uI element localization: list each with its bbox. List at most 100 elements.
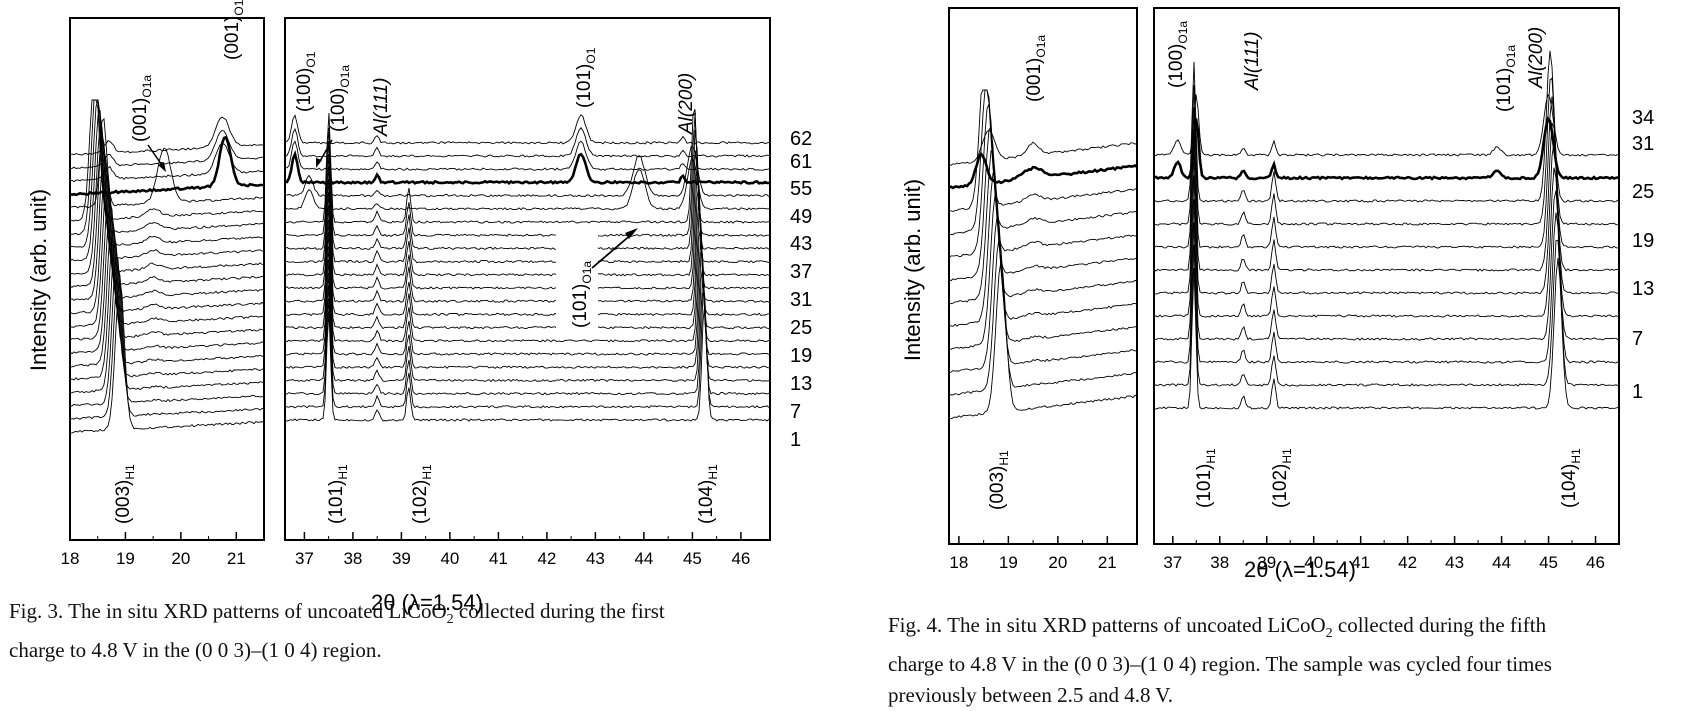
fig3-right-trace: [284, 302, 770, 422]
fig3-x-axis-label: 2θ (λ=1.54): [371, 590, 483, 615]
fig3-left-trace: [69, 130, 265, 170]
fig3-right-tick-label: 37: [295, 549, 314, 568]
figure-4: 18 19 20 21 37 38 39 40 41 42 43 44 45 46 3431251913…: [900, 7, 1654, 582]
fig3-left-trace: [69, 279, 265, 434]
fig3-label-101-H1: (101)H1: [326, 464, 350, 524]
fig3-trace-label: 55: [790, 178, 812, 200]
fig4-left-trace: [948, 172, 1138, 328]
fig4-caption-line3: previously between 2.5 and 4.8 V.: [888, 683, 1174, 708]
fig3-right-panel-frame: [284, 17, 771, 541]
fig3-right-trace: [284, 252, 770, 369]
fig3-caption: Fig. 3. The in situ XRD patterns of unco…: [9, 596, 809, 666]
fig3-label-104-H1: (104)H1: [696, 464, 720, 524]
fig4-x-axis-label: 2θ (λ=1.54): [1244, 557, 1356, 582]
fig4-right-trace: [1153, 116, 1619, 181]
fig3-right-tick-label: 44: [634, 549, 653, 568]
fig3-right-tick-label: 40: [440, 549, 459, 568]
fig4-label-al111: Al(111): [1242, 32, 1263, 91]
fig3-trace-label: 25: [790, 317, 812, 339]
fig3-left-tick-label: 21: [227, 549, 246, 568]
fig3-trace-label: 49: [790, 206, 812, 228]
fig3-right-trace: [284, 170, 770, 290]
fig3-left-panel-frame: [69, 17, 265, 541]
fig4-caption-line1: Fig. 4. The in situ XRD patterns of unco…: [888, 610, 1678, 649]
fig4-label-102-H1: (102)H1: [1270, 448, 1294, 508]
fig4-right-tick-label: 46: [1586, 553, 1605, 572]
fig3-left-trace: [69, 143, 265, 183]
fig3-label-100-O1: (100)O1: [294, 51, 318, 112]
fig3-left-tick-label: 18: [61, 549, 80, 568]
fig3-caption-line1: Fig. 3. The in situ XRD patterns of unco…: [9, 596, 809, 635]
fig4-left-trace: [948, 238, 1138, 397]
fig4-left-trace: [948, 261, 1138, 420]
fig3-arrowhead-001-O1a: [158, 162, 166, 172]
fig3-left-trace: [69, 189, 265, 341]
fig4-left-trace: [948, 150, 1138, 305]
fig4-left-trace: [948, 103, 1138, 259]
fig3-right-trace: [284, 126, 770, 158]
fig3-trace-label: 43: [790, 233, 812, 255]
fig3-right-trace: [284, 159, 770, 211]
fig3-right-tick-label: 42: [537, 549, 556, 568]
fig3-caption-line1-sub: 2: [446, 612, 454, 628]
fig4-right-tick-label: 45: [1539, 553, 1558, 572]
fig4-trace-label: 7: [1632, 328, 1643, 350]
fig4-trace-label: 34: [1632, 107, 1654, 129]
fig3-label-102-H1: (102)H1: [410, 464, 434, 524]
fig4-caption-line1-a: Fig. 4. The in situ XRD patterns of unco…: [888, 613, 1326, 637]
fig4-left-trace: [948, 129, 1138, 166]
fig3-right-trace: [284, 109, 770, 224]
fig3-caption-line2: charge to 4.8 V in the (0 0 3)–(1 0 4) r…: [9, 638, 382, 663]
fig4-right-tick-label: 42: [1398, 553, 1417, 572]
fig3-trace-label: 37: [790, 261, 812, 283]
fig4-right-trace: [1153, 122, 1619, 272]
fig3-label-100-O1a: (100)O1a: [328, 65, 352, 132]
fig3-right-trace: [284, 154, 770, 277]
fig3-right-trace: [284, 292, 770, 409]
fig4-left-trace: [949, 89, 1138, 236]
fig4-caption-line1-b: collected during the fifth: [1332, 613, 1547, 637]
fig3-right-traces: [284, 109, 770, 422]
fig3-right-trace: [284, 130, 770, 251]
fig3-arrowhead-100-O1a: [316, 158, 322, 168]
fig3-trace-label: 13: [790, 373, 812, 395]
fig3-left-tick-label: 19: [116, 549, 135, 568]
fig3-label-al111: Al(111): [371, 78, 392, 137]
fig3-right-trace: [284, 212, 770, 330]
fig3-trace-label: 7: [790, 401, 801, 423]
fig3-left-trace: [69, 254, 264, 408]
fig3-right-tick-label: 41: [489, 549, 508, 568]
fig4-label-101-O1a: (101)O1a: [1494, 45, 1518, 112]
fig4-right-trace: [1153, 212, 1619, 364]
fig4-trace-labels: 34 31 25 19 13 7 1: [1632, 107, 1654, 403]
fig3-left-traces: [69, 99, 265, 434]
fig3-trace-label: 62: [790, 128, 812, 150]
fig3-right-tick-label: 39: [392, 549, 411, 568]
fig4-right-trace: [1153, 93, 1619, 157]
fig3-trace-label: 61: [790, 151, 812, 173]
fig4-trace-label: 19: [1632, 230, 1654, 252]
fig4-label-101-H1: (101)H1: [1194, 448, 1218, 508]
fig3-left-trace: [69, 99, 265, 222]
fig3-right-tick-label: 46: [731, 549, 750, 568]
fig3-left-trace: [69, 117, 265, 209]
fig4-right-trace: [1153, 167, 1619, 318]
fig4-trace-label: 13: [1632, 278, 1654, 300]
fig4-left-tick-label: 21: [1098, 553, 1117, 572]
fig4-right-tick-label: 38: [1210, 553, 1229, 572]
fig4-right-trace: [1153, 50, 1619, 203]
fig3-label-003-H1: (003)H1: [113, 464, 137, 524]
fig4-right-trace: [1153, 258, 1619, 410]
fig3-arrow-100-O1a: [318, 139, 333, 164]
fig3-right-trace: [284, 146, 770, 264]
fig4-right-ticks: 37 38 39 40 41 42 43 44 45 46: [1163, 536, 1605, 572]
fig4-left-ticks: 18 19 20 21: [949, 536, 1117, 572]
fig4-label-100-O1a: (100)O1a: [1166, 21, 1190, 88]
fig4-left-trace: [948, 125, 1138, 282]
fig3-left-trace: [69, 201, 265, 355]
fig3-left-trace: [69, 116, 265, 156]
fig4-right-tick-label: 40: [1304, 553, 1323, 572]
fig3-left-tick-label: 20: [171, 549, 190, 568]
